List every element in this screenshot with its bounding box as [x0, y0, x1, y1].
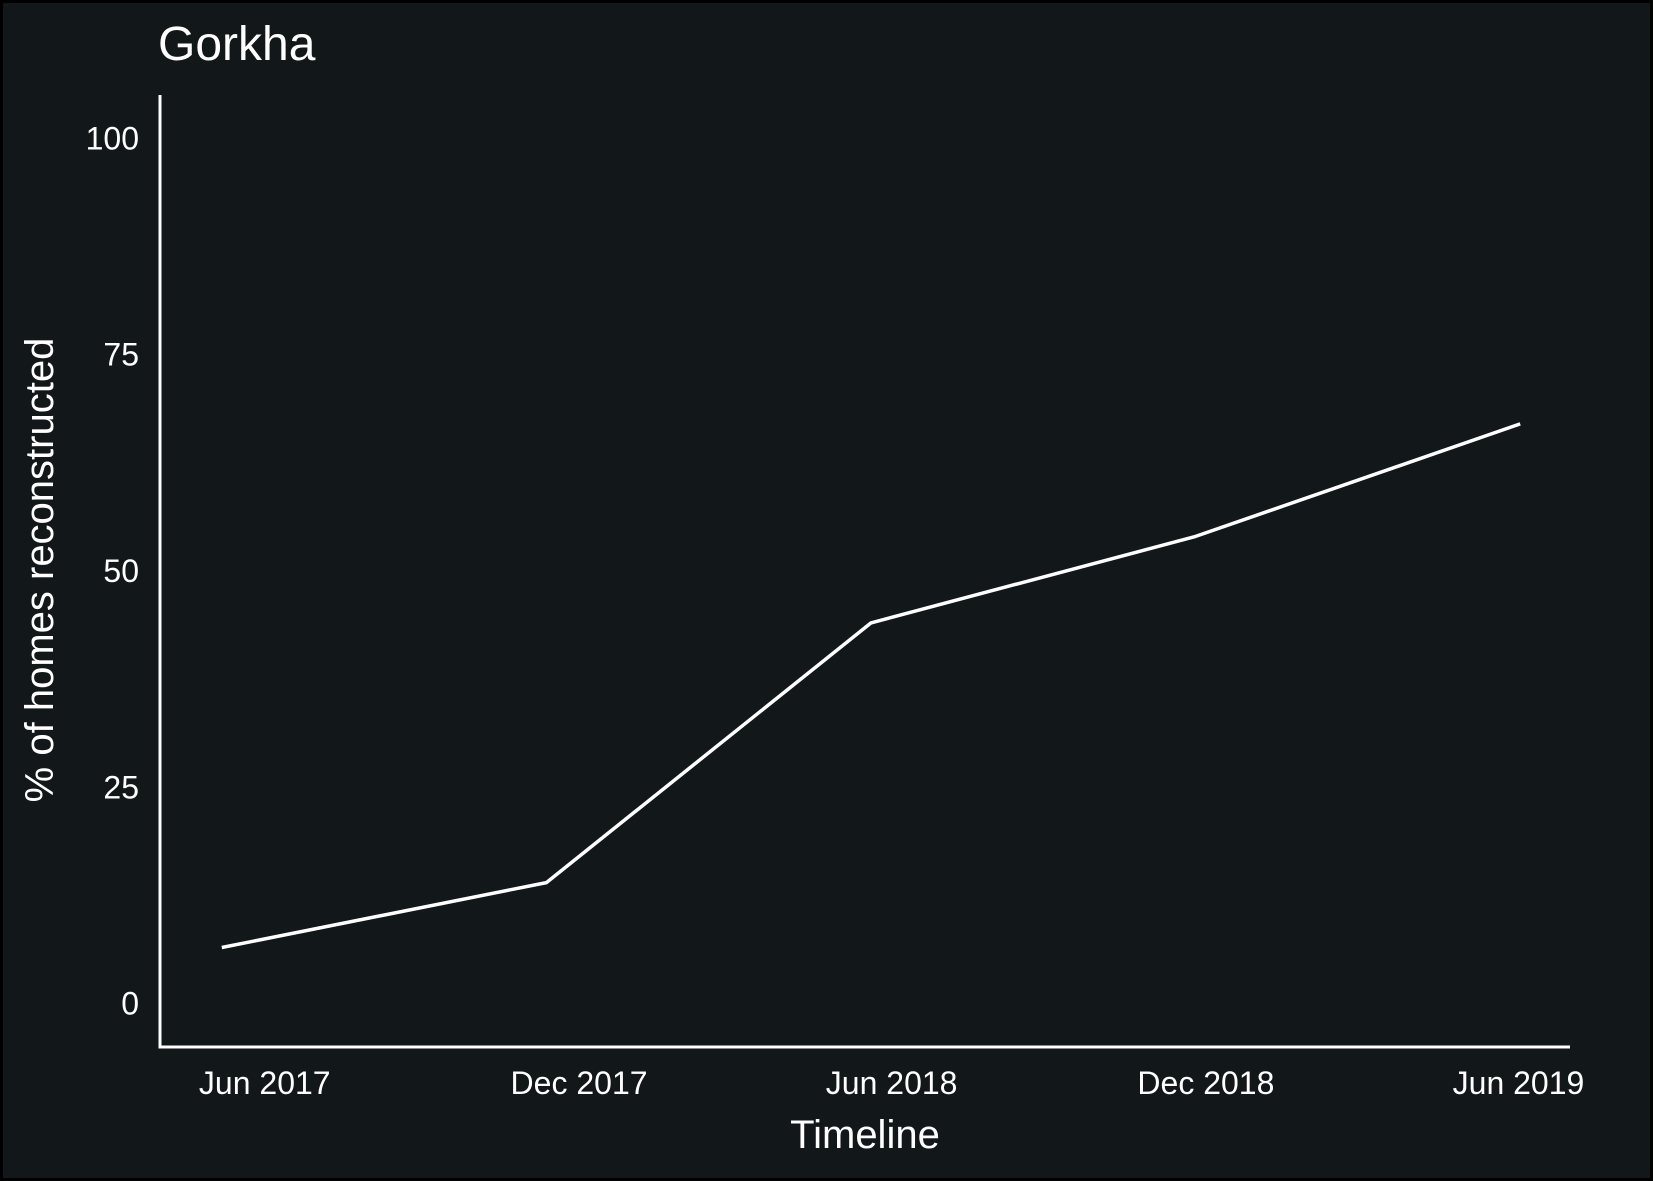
chart-background	[3, 3, 1650, 1178]
x-tick-label: Jun 2017	[199, 1065, 331, 1101]
x-tick-label: Jun 2019	[1453, 1065, 1585, 1101]
x-tick-label: Jun 2018	[826, 1065, 958, 1101]
x-tick-label: Dec 2018	[1137, 1065, 1274, 1101]
y-axis-title: % of homes reconstructed	[18, 338, 62, 803]
y-axis-ticks: 0 25 50 75 100	[86, 120, 139, 1021]
y-tick-label: 100	[86, 120, 139, 156]
series-group	[221, 422, 1521, 950]
chart-title: Gorkha	[158, 18, 316, 71]
x-axis-ticks: Jun 2017 Dec 2017 Jun 2018 Dec 2018 Jun 2019	[199, 1065, 1584, 1101]
series-line	[221, 422, 1521, 950]
y-tick-label: 75	[103, 337, 139, 373]
x-tick-label: Dec 2017	[511, 1065, 648, 1101]
y-tick-label: 25	[103, 769, 139, 805]
x-axis-title: Timeline	[790, 1113, 940, 1157]
y-tick-label: 0	[121, 986, 139, 1022]
y-tick-label: 50	[103, 553, 139, 589]
